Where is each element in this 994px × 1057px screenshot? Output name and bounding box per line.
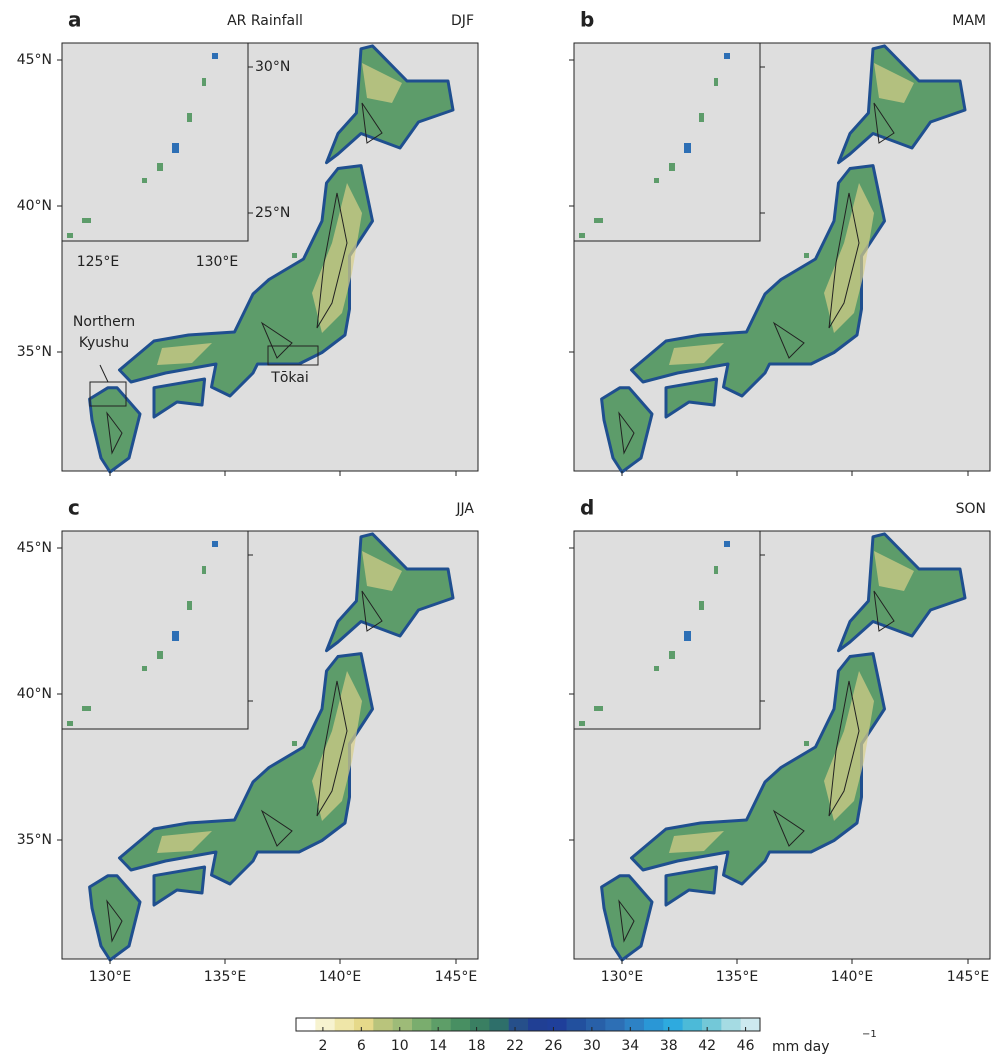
- region-label: Tōkai: [270, 370, 308, 386]
- lon-label: 145°E: [435, 969, 478, 985]
- colorbar-swatch: [663, 1018, 683, 1031]
- colorbar-swatch: [451, 1018, 471, 1031]
- colorbar-swatch: [625, 1018, 645, 1031]
- colorbar-tick-label: 30: [583, 1038, 601, 1054]
- season-label: DJF: [451, 13, 474, 29]
- colorbar-tick-label: 38: [660, 1038, 678, 1054]
- figure-title: AR Rainfall: [227, 13, 303, 29]
- colorbar-tick-label: 46: [737, 1038, 755, 1054]
- inset-frame: [62, 531, 248, 729]
- lon-label: 140°E: [831, 969, 874, 985]
- inset-frame: [62, 43, 248, 241]
- region-label: Northern: [73, 314, 135, 330]
- lon-label: 135°E: [716, 969, 759, 985]
- lon-label: 145°E: [947, 969, 990, 985]
- inset-frame: [574, 43, 760, 241]
- colorbar-tick-label: 6: [357, 1038, 366, 1054]
- colorbar-swatch: [315, 1018, 335, 1031]
- colorbar-swatch: [721, 1018, 741, 1031]
- colorbar-swatch: [547, 1018, 567, 1031]
- colorbar-swatch: [335, 1018, 355, 1031]
- lon-label: 130°E: [601, 969, 644, 985]
- lat-label: 40°N: [17, 198, 52, 214]
- colorbar-swatch: [702, 1018, 722, 1031]
- colorbar-tick-label: 42: [698, 1038, 716, 1054]
- panel-letter: d: [580, 496, 594, 520]
- colorbar-swatch: [644, 1018, 664, 1031]
- colorbar-tick-label: 14: [429, 1038, 447, 1054]
- panel-letter: b: [580, 8, 594, 32]
- colorbar-tick-label: 18: [468, 1038, 486, 1054]
- inset-lon-label: 125°E: [77, 254, 120, 270]
- colorbar-swatch: [528, 1018, 548, 1031]
- season-label: MAM: [952, 13, 986, 29]
- season-label: JJA: [455, 501, 474, 517]
- map-panel: a DJF 45°N 40°N 35°N AR Rainfall 30°N 25°N 125°E…: [17, 8, 478, 477]
- inset-lat-label: 25°N: [255, 205, 290, 221]
- panel-letter: c: [68, 496, 80, 520]
- colorbar-swatch: [586, 1018, 606, 1031]
- colorbar-swatch: [489, 1018, 509, 1031]
- panel-letter: a: [68, 8, 82, 32]
- colorbar-unit: mm day: [772, 1039, 829, 1055]
- lat-label: 45°N: [17, 540, 52, 556]
- colorbar-unit-exponent: −1: [862, 1029, 877, 1040]
- colorbar-tick-label: 26: [545, 1038, 563, 1054]
- colorbar-swatch: [741, 1018, 761, 1031]
- colorbar-tick-label: 10: [391, 1038, 409, 1054]
- colorbar-swatch: [412, 1018, 432, 1031]
- colorbar-swatch: [393, 1018, 413, 1031]
- lat-label: 40°N: [17, 686, 52, 702]
- colorbar-swatch: [296, 1018, 316, 1031]
- lat-label: 35°N: [17, 832, 52, 848]
- colorbar-tick-label: 34: [621, 1038, 639, 1054]
- map-panel: d SON 130°E 135°E 140°E 145°E: [569, 496, 990, 986]
- inset-frame: [574, 531, 760, 729]
- figure: a DJF 45°N 40°N 35°N AR Rainfall 30°N 25°N 125°E…: [0, 0, 994, 1057]
- lon-label: 140°E: [319, 969, 362, 985]
- lon-label: 130°E: [89, 969, 132, 985]
- lon-label: 135°E: [204, 969, 247, 985]
- colorbar-swatch: [431, 1018, 451, 1031]
- colorbar-swatch: [605, 1018, 625, 1031]
- season-label: SON: [956, 501, 986, 517]
- map-panel: b MAM: [569, 8, 990, 477]
- map-panel: c JJA 45°N 40°N 35°N 130°E 135°E 140°E 145°E: [17, 496, 478, 986]
- colorbar-swatch: [354, 1018, 374, 1031]
- colorbar-swatch: [683, 1018, 703, 1031]
- colorbar-tick-label: 2: [318, 1038, 327, 1054]
- colorbar-swatch: [373, 1018, 393, 1031]
- colorbar-swatch: [509, 1018, 529, 1031]
- inset-lon-label: 130°E: [196, 254, 239, 270]
- region-label: Kyushu: [79, 335, 129, 351]
- colorbar-tick-label: 22: [506, 1038, 524, 1054]
- lat-label: 35°N: [17, 344, 52, 360]
- lat-label: 45°N: [17, 52, 52, 68]
- inset-lat-label: 30°N: [255, 59, 290, 75]
- colorbar-swatch: [470, 1018, 490, 1031]
- colorbar-swatch: [567, 1018, 587, 1031]
